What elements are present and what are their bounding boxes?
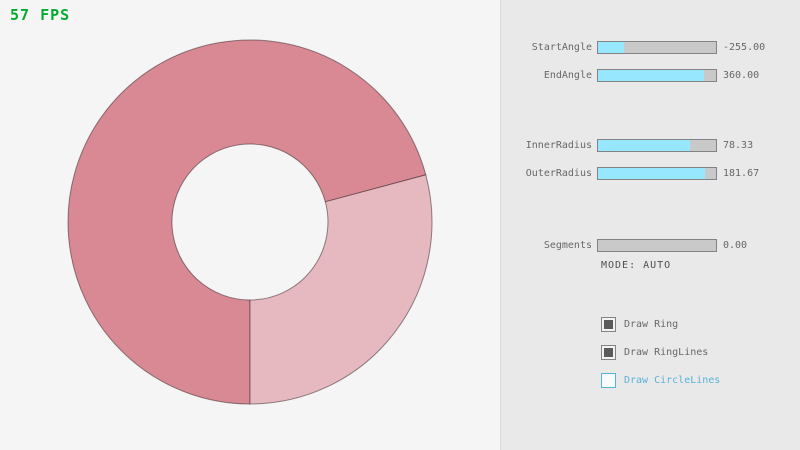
outer-radius-label: OuterRadius [525, 168, 592, 179]
slider-row-start-angle: StartAngle -255.00 [501, 41, 800, 54]
slider-row-end-angle: EndAngle 360.00 [501, 69, 800, 82]
ring-segment-dark [67, 39, 427, 405]
slider-row-outer-radius: OuterRadius 181.67 [501, 167, 800, 180]
slider-fill [598, 168, 706, 179]
checkbox-draw-ring[interactable]: Draw Ring [601, 317, 791, 332]
checkbox-box[interactable] [601, 317, 616, 332]
inner-radius-value: 78.33 [723, 140, 754, 151]
slider-fill [598, 70, 705, 81]
slider-fill [598, 42, 624, 53]
inner-radius-slider[interactable] [597, 139, 717, 152]
segments-label: Segments [543, 240, 592, 251]
ring-canvas [67, 39, 433, 405]
mode-text: MODE: AUTO [601, 260, 672, 271]
start-angle-slider[interactable] [597, 41, 717, 54]
checkbox-label: Draw CircleLines [624, 375, 721, 386]
segments-value: 0.00 [723, 240, 748, 251]
outer-radius-slider[interactable] [597, 167, 717, 180]
segments-slider[interactable] [597, 239, 717, 252]
checkbox-draw-ringlines[interactable]: Draw RingLines [601, 345, 791, 360]
checkbox-draw-circlelines[interactable]: Draw CircleLines [601, 373, 791, 388]
checkbox-label: Draw RingLines [624, 347, 709, 358]
end-angle-value: 360.00 [723, 70, 760, 81]
slider-row-segments: Segments 0.00 [501, 239, 800, 252]
control-panel: StartAngle -255.00 EndAngle 360.00 Inner… [500, 0, 800, 450]
ring-segment-light [249, 174, 433, 405]
start-angle-label: StartAngle [531, 42, 592, 53]
checkbox-label: Draw Ring [624, 319, 679, 330]
end-angle-label: EndAngle [543, 70, 592, 81]
checkbox-box[interactable] [601, 345, 616, 360]
slider-row-inner-radius: InnerRadius 78.33 [501, 139, 800, 152]
end-angle-slider[interactable] [597, 69, 717, 82]
start-angle-value: -255.00 [723, 42, 766, 53]
checkbox-box[interactable] [601, 373, 616, 388]
outer-radius-value: 181.67 [723, 168, 760, 179]
inner-radius-label: InnerRadius [525, 140, 592, 151]
slider-fill [598, 140, 691, 151]
fps-counter: 57 FPS [10, 6, 71, 24]
